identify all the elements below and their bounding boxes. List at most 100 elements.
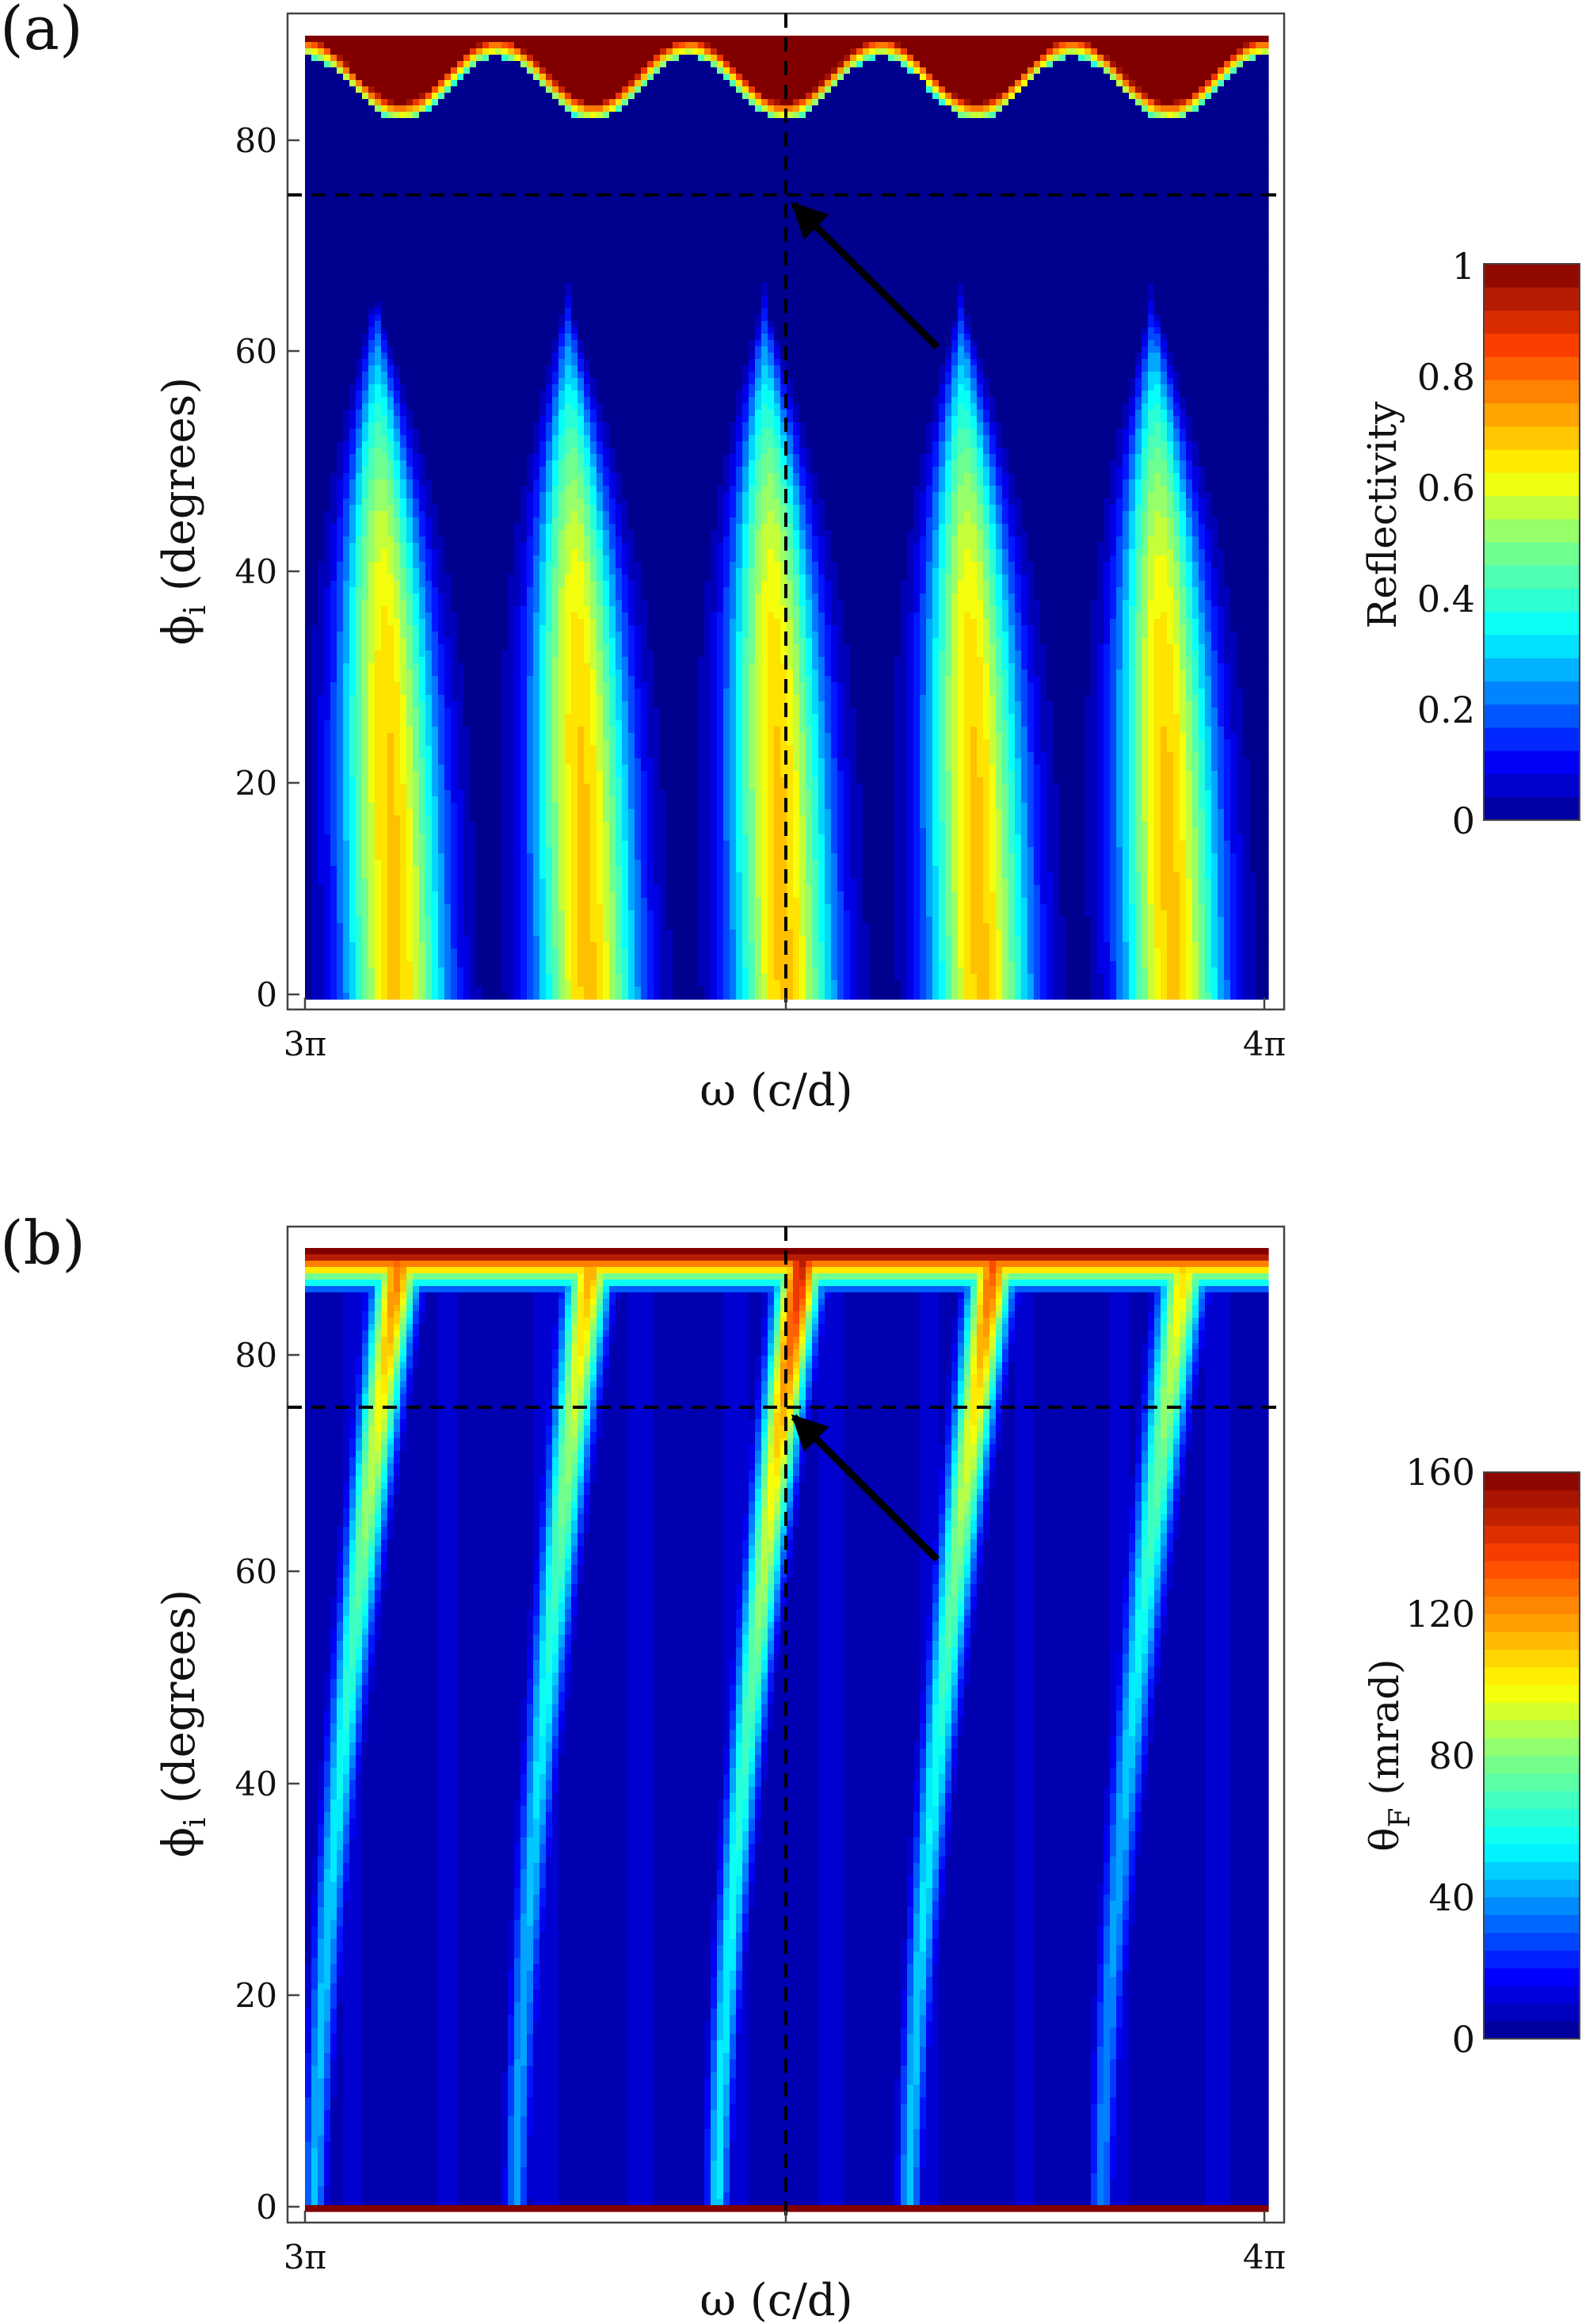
panel-a-heatmap-cell (1046, 143, 1054, 151)
panel-a-heatmap-cell (768, 80, 775, 87)
panel-a-heatmap-cell (850, 124, 857, 132)
panel-a-heatmap-cell (711, 55, 718, 62)
panel-a-heatmap-cell (742, 80, 749, 87)
panel-a-heatmap-cell (400, 36, 407, 43)
panel-a-heatmap-cell (907, 105, 914, 113)
panel-a-heatmap-cell (413, 80, 420, 87)
panel-a-heatmap-cell (704, 137, 711, 144)
panel-a-heatmap-cell (343, 150, 350, 157)
panel-a-heatmap-cell (983, 137, 990, 144)
panel-a-heatmap-cell (1161, 55, 1168, 62)
panel-a-heatmap-cell (1065, 99, 1073, 106)
panel-a-heatmap-cell (432, 36, 439, 43)
panel-a-heatmap-cell (425, 86, 433, 93)
panel-a-heatmap-cell (527, 137, 534, 144)
panel-a-heatmap-cell (438, 105, 445, 113)
panel-a-heatmap-cell (1059, 99, 1066, 106)
panel-a-heatmap-cell (1205, 55, 1212, 62)
panel-a-heatmap-cell (1230, 99, 1237, 106)
panel-a-heatmap-cell (692, 137, 699, 144)
panel-a-heatmap-cell (1040, 61, 1047, 68)
panel-a-heatmap-cell (457, 55, 464, 62)
panel-a-heatmap-cell (913, 74, 921, 81)
panel-a-heatmap-cell (349, 112, 356, 119)
panel-a-heatmap-cell (616, 86, 623, 93)
panel-a-heatmap-cell (305, 112, 312, 119)
panel-a-heatmap-cell (527, 80, 534, 87)
panel-a-heatmap-cell (451, 118, 458, 125)
panel-a-heatmap-cell (1237, 137, 1244, 144)
panel-a-heatmap-cell (1040, 67, 1047, 74)
panel-a-heatmap-cell (1123, 42, 1130, 49)
panel-a-heatmap-cell (1262, 143, 1269, 151)
panel-a-heatmap-cell (660, 48, 667, 55)
panel-a-heatmap-cell (1116, 93, 1123, 100)
panel-a-heatmap-cell (375, 150, 382, 157)
panel-a-heatmap-cell (558, 93, 566, 100)
panel-a-heatmap-cell (628, 99, 635, 106)
panel-a-heatmap-cell (1154, 93, 1161, 100)
panel-a-heatmap-cell (660, 112, 667, 119)
panel-a-heatmap-cell (1065, 118, 1073, 125)
panel-a-heatmap-cell (1205, 118, 1212, 125)
panel-a-heatmap-cell (799, 93, 806, 100)
panel-a-heatmap-cell (362, 48, 369, 55)
panel-a-heatmap-cell (1180, 105, 1187, 113)
panel-a-heatmap-cell (970, 118, 978, 125)
panel-a-heatmap-cell (533, 112, 540, 119)
panel-a-heatmap-cell (558, 143, 566, 151)
panel-a-heatmap-cell (527, 99, 534, 106)
panel-a-heatmap-cell (1224, 36, 1231, 43)
panel-a-heatmap-cell (318, 61, 325, 68)
panel-a-heatmap-cell (831, 93, 838, 100)
panel-a-heatmap-cell (1154, 112, 1161, 119)
panel-a-heatmap-cell (413, 67, 420, 74)
panel-a-heatmap-cell (470, 42, 477, 49)
panel-a-heatmap-cell (571, 143, 578, 151)
panel-a-heatmap-cell (825, 118, 832, 125)
panel-a-heatmap-cell (362, 131, 369, 138)
panel-a-heatmap-cell (1161, 118, 1168, 125)
panel-a-heatmap-cell (1015, 61, 1022, 68)
panel-a-heatmap-cell (964, 67, 971, 74)
panel-a-heatmap-cell (451, 42, 458, 49)
panel-a-heatmap-cell (717, 105, 724, 113)
panel-a-heatmap-cell (894, 150, 902, 157)
panel-a-heatmap-cell (495, 67, 502, 74)
panel-a-heatmap-cell (812, 93, 819, 100)
panel-a-heatmap-cell (635, 143, 642, 151)
panel-a-heatmap-cell (856, 112, 863, 119)
panel-a-heatmap-cell (654, 99, 661, 106)
panel-a-heatmap-cell (1053, 105, 1060, 113)
panel-a-heatmap-cell (1129, 74, 1136, 81)
panel-a-heatmap-cell (457, 80, 464, 87)
panel-a-heatmap-cell (1249, 143, 1256, 151)
panel-a-heatmap-cell (318, 42, 325, 49)
panel-a-heatmap-cell (337, 150, 344, 157)
panel-a-heatmap-cell (603, 67, 610, 74)
panel-a-heatmap-cell (539, 61, 547, 68)
panel-a-heatmap-cell (964, 124, 971, 132)
panel-a-heatmap-cell (901, 93, 908, 100)
panel-a-heatmap-cell (894, 36, 902, 43)
panel-a-heatmap-cell (489, 55, 496, 62)
panel-a-heatmap-cell (882, 86, 889, 93)
panel-a-heatmap-cell (1040, 99, 1047, 106)
panel-a-heatmap-cell (330, 105, 337, 113)
panel-a-heatmap-cell (1256, 86, 1263, 93)
panel-a-heatmap-cell (1180, 99, 1187, 106)
panel-a-heatmap-cell (1211, 42, 1218, 49)
panel-a-heatmap-cell (660, 93, 667, 100)
panel-a-heatmap-cell (489, 131, 496, 138)
panel-a-heatmap-cell (1230, 86, 1237, 93)
panel-a-heatmap-cell (584, 150, 591, 157)
panel-a-heatmap-cell (1078, 42, 1085, 49)
panel-a-heatmap-cell (882, 112, 889, 119)
panel-a-heatmap-cell (628, 118, 635, 125)
panel-a-heatmap-cell (647, 36, 654, 43)
panel-a-heatmap-cell (1065, 131, 1073, 138)
panel-a-heatmap-cell (996, 67, 1003, 74)
panel-a-heatmap-cell (774, 48, 781, 55)
panel-a-heatmap-cell (616, 131, 623, 138)
panel-a-heatmap-cell (704, 118, 711, 125)
